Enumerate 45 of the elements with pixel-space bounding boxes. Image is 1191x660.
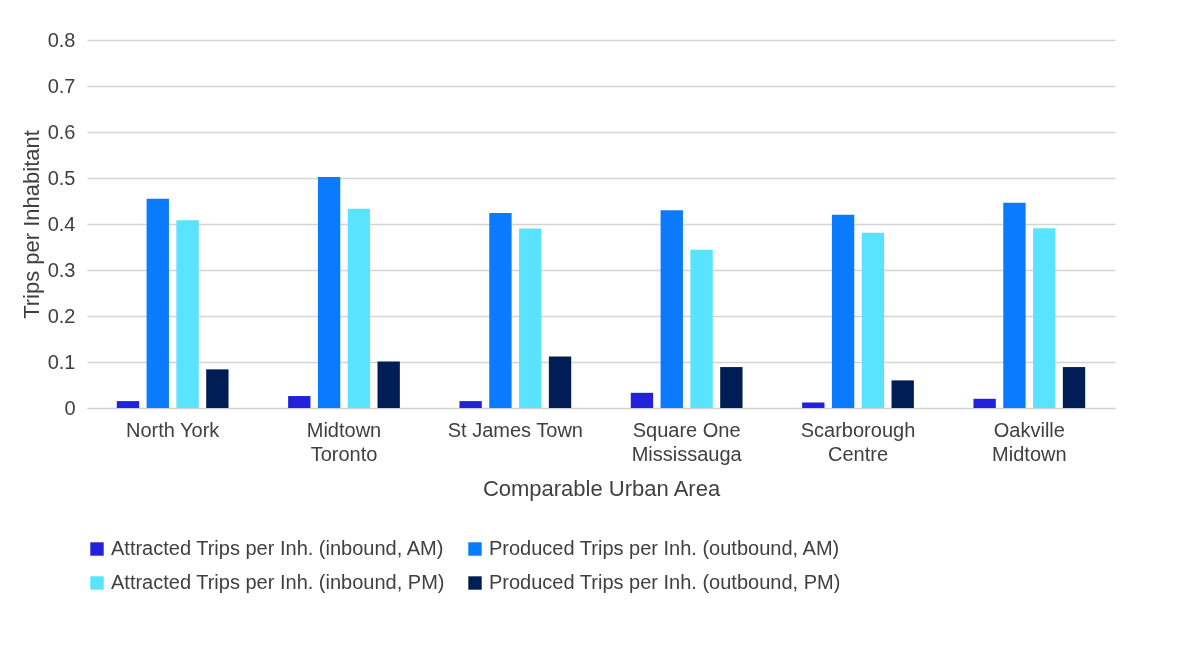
bar [317, 177, 341, 408]
x-tick-label: Oakville Midtown [992, 418, 1067, 465]
y-tick-label: 0.4 [47, 212, 76, 235]
bar [548, 356, 572, 408]
y-tick-label: 0.8 [47, 28, 76, 51]
bar [288, 396, 311, 408]
bar [489, 212, 512, 408]
y-tick-label: 0.2 [47, 304, 76, 327]
bar [146, 198, 169, 408]
bar [459, 401, 482, 408]
bar [861, 232, 885, 408]
legend-label: Attracted Trips per Inh. (inbound, AM) [111, 537, 444, 559]
y-tick-label: 0.1 [47, 350, 76, 373]
x-tick-label: Midtown Toronto [306, 418, 382, 465]
bar [206, 369, 229, 408]
y-axis-title: Trips per Inhabitant [18, 130, 44, 319]
y-tick-label: 0.3 [47, 258, 76, 281]
x-tick-label: St James Town [447, 418, 583, 441]
legend-label: Produced Trips per Inh. (outbound, PM) [489, 571, 841, 593]
legend-label: Produced Trips per Inh. (outbound, AM) [489, 537, 840, 559]
x-axis-title: Comparable Urban Area [482, 475, 721, 501]
bar [347, 208, 371, 408]
bar [831, 214, 855, 408]
bar [1003, 202, 1026, 408]
x-tick-label: North York [125, 418, 221, 441]
bar [519, 228, 542, 408]
bar [802, 402, 825, 408]
y-tick-label: 0.6 [47, 120, 76, 143]
bar [630, 392, 654, 408]
x-tick-label: Scarborough Centre [800, 418, 916, 465]
legend-label: Attracted Trips per Inh. (inbound, PM) [111, 571, 445, 593]
bar [116, 401, 140, 408]
bar [720, 367, 743, 408]
bar [973, 398, 996, 408]
bar [1033, 228, 1056, 408]
y-tick-label: 0.5 [47, 166, 76, 189]
bar [891, 380, 914, 408]
bar [1062, 367, 1086, 408]
y-tick-label: 0.7 [47, 74, 76, 97]
bar [176, 220, 199, 408]
bar [660, 210, 683, 408]
x-tick-label: Square One Mississauga [631, 418, 743, 465]
bar [377, 361, 400, 408]
bar [690, 249, 713, 408]
y-tick-label: 0 [64, 396, 76, 419]
